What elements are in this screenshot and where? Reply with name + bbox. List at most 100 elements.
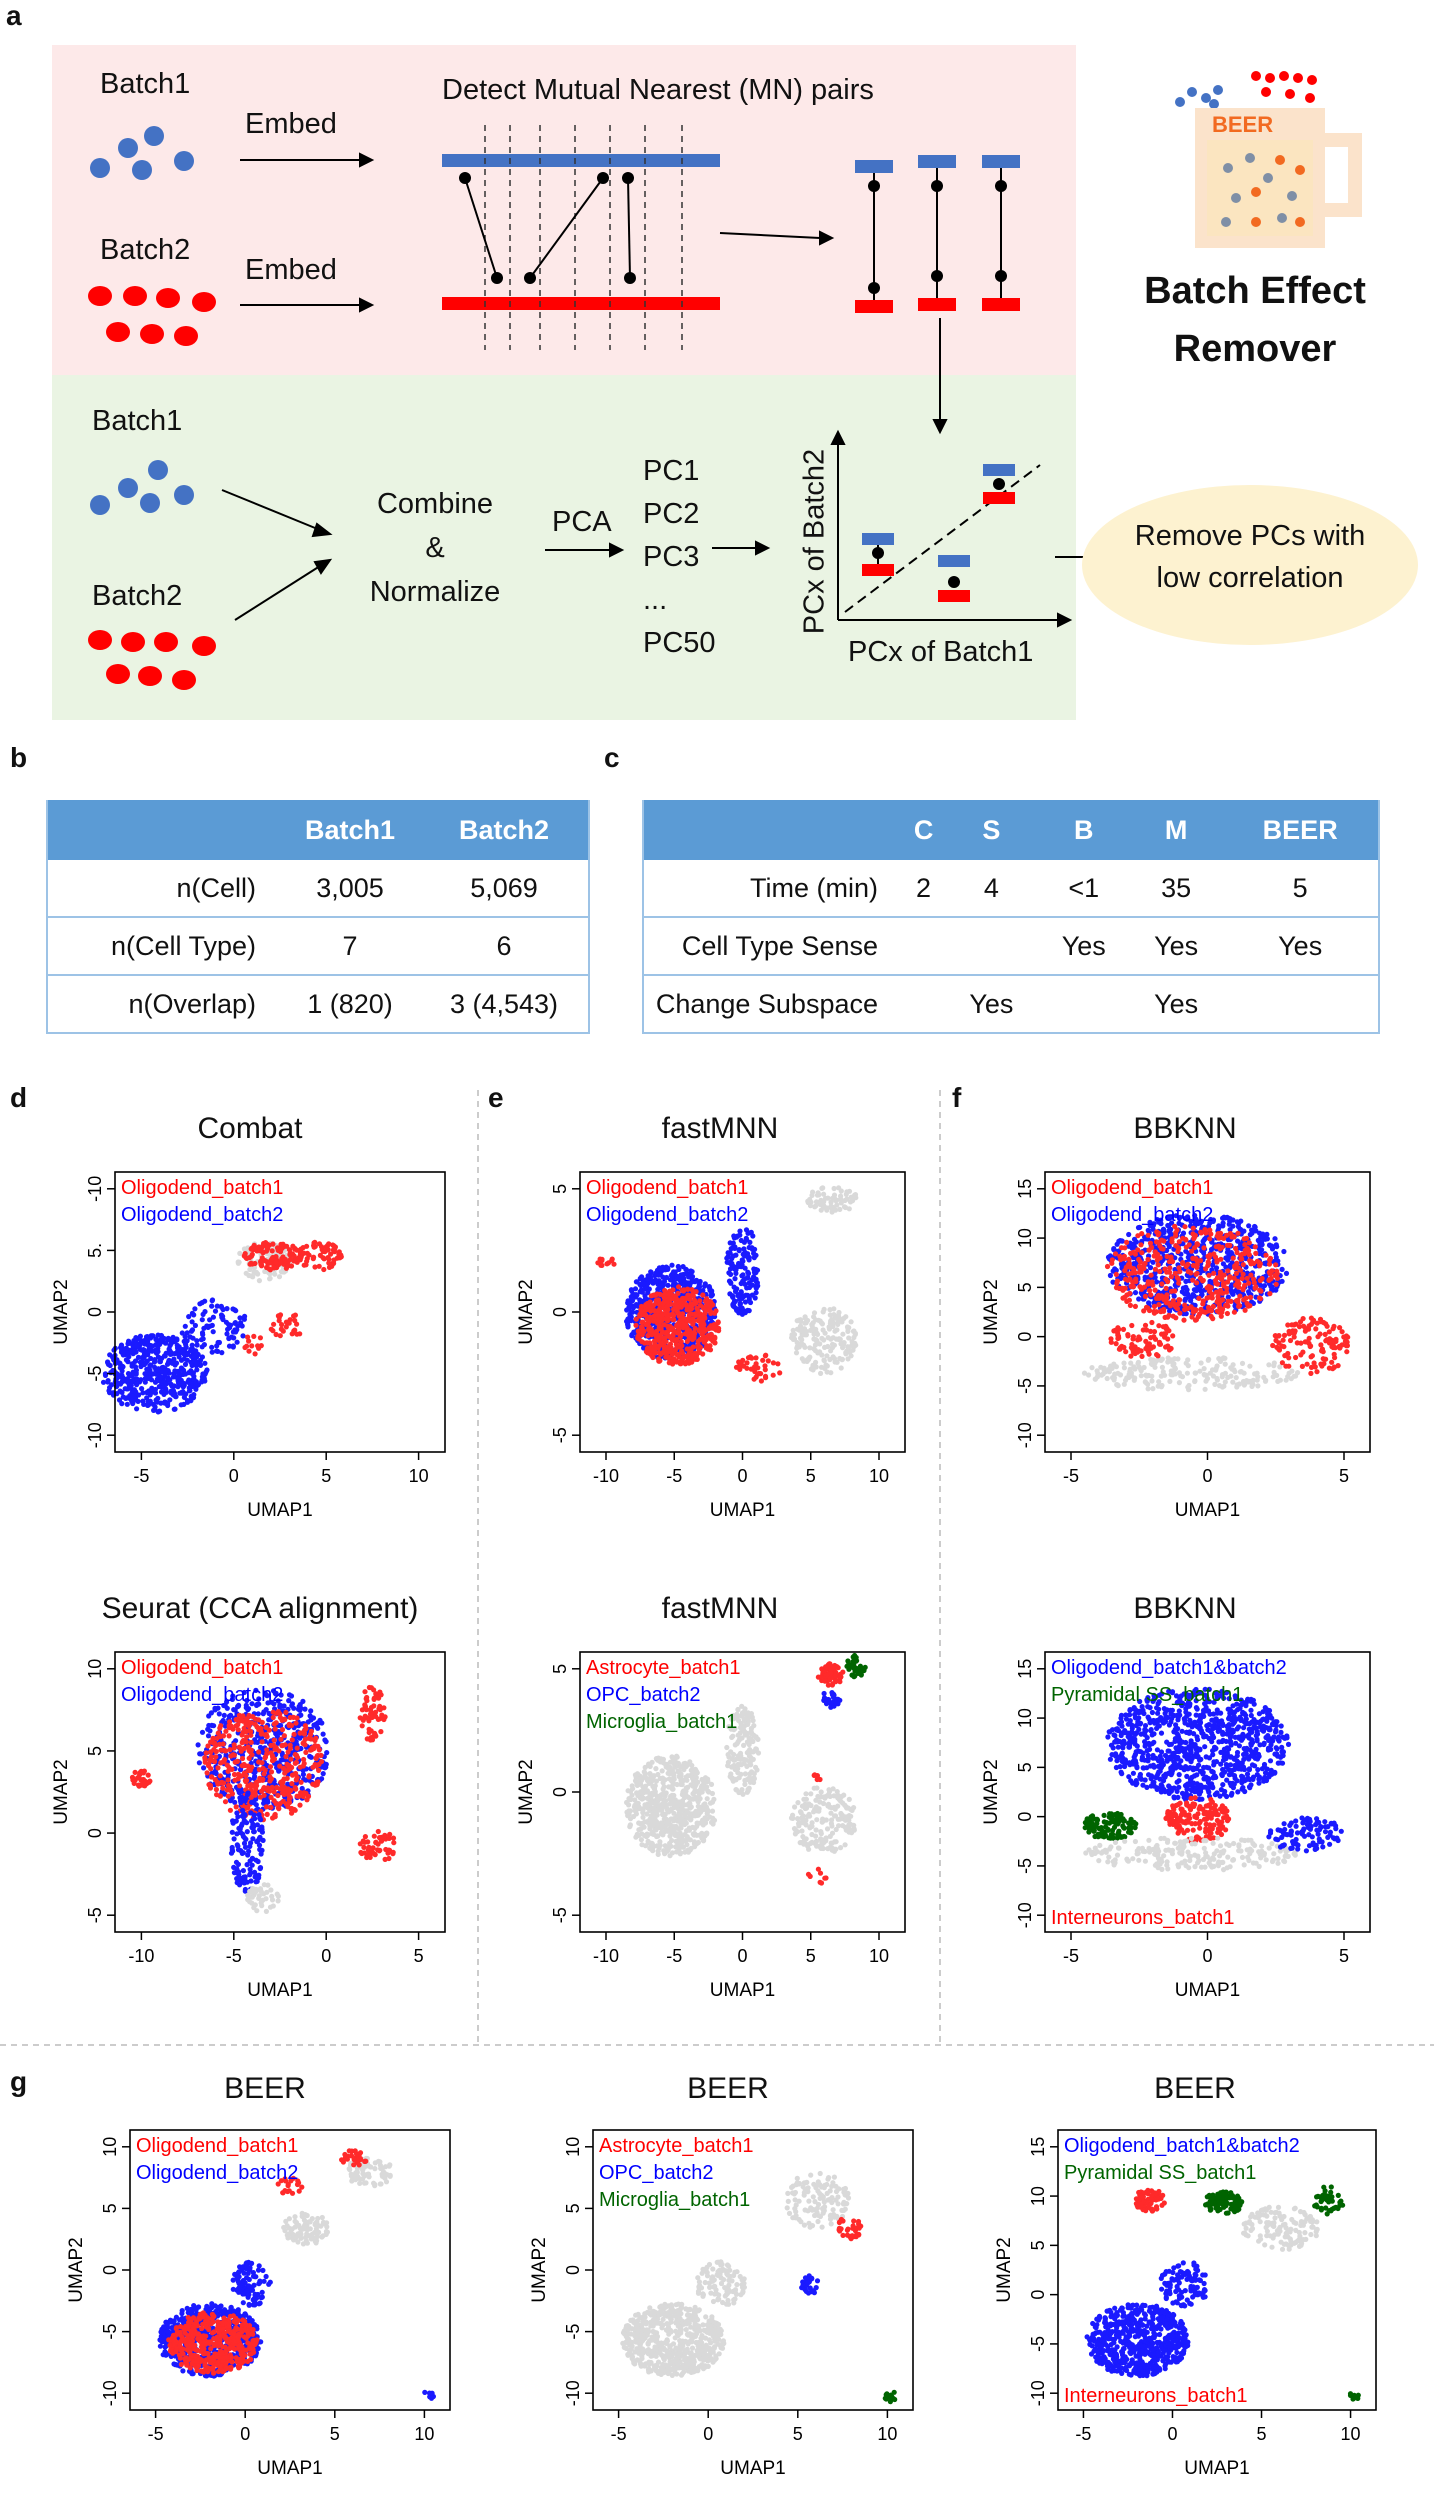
x-axis-label: UMAP1 — [710, 1500, 775, 1521]
x-tick-label: 5 — [321, 1466, 331, 1486]
table-cell: 3 (4,543) — [420, 975, 589, 1034]
umap-plot-d1: -5 0 5 10 -10 5. 0 -5 -10 UMAP1 UMAP2 Oligodend_bat… — [51, 1171, 446, 1521]
x-axis-label: UMAP1 — [720, 2458, 785, 2479]
y-tick-label: 15 — [1028, 2137, 1048, 2157]
table-row: n(Overlap) 1 (820) 3 (4,543) — [47, 975, 589, 1034]
legend-entry: Interneurons_batch1 — [1064, 2385, 1247, 2407]
batch1-label: Batch1 — [100, 68, 191, 100]
method-comparison-table: C S B M BEER Time (min) 2 4 <1 35 5 Cell… — [642, 800, 1380, 1034]
y-axis-label: UMAP2 — [529, 2237, 550, 2302]
panel-label-b: b — [10, 742, 28, 773]
y-tick-label: 5 — [100, 2203, 120, 2213]
umap-plot-g2: -5 0 5 10 10 5 0 -5 -10 UMAP1 UMAP2 Astrocyte_batch… — [529, 2129, 914, 2479]
y-tick-label: -10 — [85, 1176, 105, 1202]
umap-points — [129, 1684, 397, 1914]
y-tick-label: 5 — [550, 1184, 570, 1194]
legend-entry: Oligodend_batch1&batch2 — [1051, 1657, 1287, 1679]
pc-correlation-axes — [830, 429, 1073, 628]
table-cell: 7 — [280, 917, 420, 976]
legend-entry: Pyramidal SS_batch1 — [1064, 2162, 1256, 2184]
legend-entry: Oligodend_batch1 — [136, 2135, 298, 2157]
y-tick-label: 10 — [1028, 2186, 1048, 2206]
y-axis-label: UMAP2 — [51, 1759, 72, 1824]
embed-label-1: Embed — [245, 108, 337, 140]
table-cell: n(Overlap) — [47, 975, 280, 1034]
x-tick-label: -5 — [148, 2424, 164, 2444]
legend-entry: Oligodend_batch1 — [1051, 1177, 1213, 1199]
x-axis-label: UMAP1 — [1184, 2458, 1249, 2479]
panel-label-c: c — [604, 742, 620, 773]
y-tick-label: 0 — [563, 2265, 583, 2275]
y-tick-label: 0 — [100, 2265, 120, 2275]
y-tick-label: -10 — [1015, 1422, 1035, 1448]
y-tick-label: 0 — [1015, 1812, 1035, 1822]
x-tick-label: 10 — [414, 2424, 434, 2444]
pc-item: PC1 — [643, 455, 700, 487]
umap-plot-g1: -5 0 5 10 10 5 0 -5 -10 UMAP1 UMAP2 Oligodend_batch… — [66, 2129, 451, 2479]
y-axis-label: UMAP2 — [981, 1759, 1002, 1824]
y-tick-label: -5 — [563, 2324, 583, 2340]
umap-plot-e2: -10 -5 0 5 10 5 0 -5 UMAP1 UMAP2 Astrocyte_batch1 O… — [516, 1651, 906, 2001]
pc-item: PC50 — [643, 627, 716, 659]
x-tick-label: 0 — [1202, 1946, 1212, 1966]
x-tick-label: 0 — [737, 1466, 747, 1486]
legend-entry: OPC_batch2 — [586, 1684, 701, 1706]
x-tick-label: 0 — [229, 1466, 239, 1486]
mn-pair-lines — [464, 177, 631, 279]
table-header-row: C S B M BEER — [643, 800, 1379, 860]
x-tick-label: -5 — [1063, 1946, 1079, 1966]
table-header-cell: Batch2 — [420, 800, 589, 860]
y-tick-label: -10 — [85, 1422, 105, 1448]
x-tick-label: 5 — [806, 1466, 816, 1486]
legend-entry: Oligodend_batch2 — [121, 1684, 283, 1706]
y-tick-label: -5 — [550, 1427, 570, 1443]
lower-batch2-label: Batch2 — [92, 580, 183, 612]
mn-pairs — [855, 155, 1020, 313]
x-tick-label: -5 — [666, 1946, 682, 1966]
legend-entry: Oligodend_batch1&batch2 — [1064, 2135, 1300, 2157]
table-header-cell: S — [945, 800, 1038, 860]
legend-entry: Oligodend_batch1 — [586, 1177, 748, 1199]
y-axis-label: UMAP2 — [516, 1759, 537, 1824]
legend-entry: Astrocyte_batch1 — [586, 1657, 741, 1679]
y-axis-label: UMAP2 — [516, 1279, 537, 1344]
mn-pair-points — [459, 172, 636, 284]
y-tick-label: -10 — [1015, 1902, 1035, 1928]
y-tick-label: -5 — [1028, 2336, 1048, 2352]
beer-logo-icon — [1175, 71, 1362, 248]
lower-batch1-label: Batch1 — [92, 405, 183, 437]
table-cell: Time (min) — [643, 860, 902, 918]
x-tick-label: -5 — [611, 2424, 627, 2444]
ampersand-label: & — [425, 532, 445, 564]
x-tick-label: -5 — [133, 1466, 149, 1486]
table-row: n(Cell) 3,005 5,069 — [47, 860, 589, 918]
batch1-dots — [90, 126, 194, 180]
table-header-cell: Batch1 — [280, 800, 420, 860]
x-tick-label: -5 — [226, 1946, 242, 1966]
y-tick-label: 5 — [550, 1664, 570, 1674]
x-tick-label: 0 — [240, 2424, 250, 2444]
legend-entry: Oligodend_batch2 — [586, 1204, 748, 1226]
legend-entry: Oligodend_batch1 — [121, 1657, 283, 1679]
x-tick-label: -5 — [1063, 1466, 1079, 1486]
x-axis-label: UMAP1 — [710, 1980, 775, 2001]
y-tick-label: 10 — [1015, 1708, 1035, 1728]
umap-points — [1084, 2184, 1361, 2402]
table-header-cell: B — [1037, 800, 1130, 860]
pca-region — [52, 375, 1076, 720]
y-axis-label: UMAP2 — [66, 2237, 87, 2302]
y-tick-label: 0 — [550, 1307, 570, 1317]
y-tick-label: 5 — [1015, 1282, 1035, 1292]
umap-points — [157, 2148, 436, 2401]
table-header-cell — [47, 800, 280, 860]
table-header-cell: M — [1129, 800, 1223, 860]
x-tick-label: -5 — [666, 1466, 682, 1486]
y-tick-label: 0 — [1015, 1332, 1035, 1342]
batch2-embedding-bar — [442, 297, 720, 310]
table-cell: n(Cell) — [47, 860, 280, 918]
legend-entry: Oligodend_batch2 — [1051, 1204, 1213, 1226]
x-tick-label: 0 — [1167, 2424, 1177, 2444]
legend-entry: Oligodend_batch1 — [121, 1177, 283, 1199]
y-tick-label: 10 — [1015, 1228, 1035, 1248]
remove-pcs-ellipse — [1082, 485, 1418, 645]
